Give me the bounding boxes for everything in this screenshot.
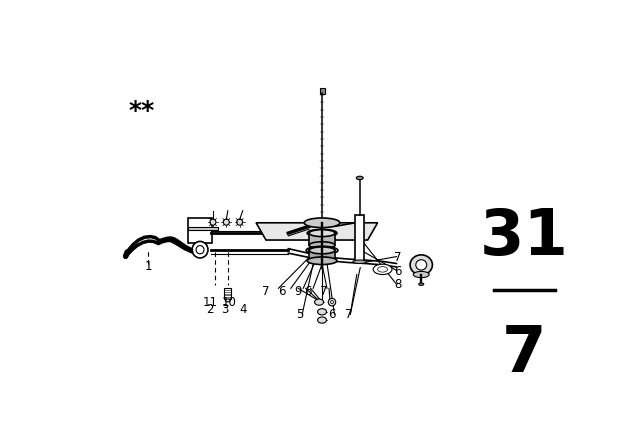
Text: 7: 7 xyxy=(262,285,269,298)
Bar xyxy=(309,250,335,261)
Text: 10: 10 xyxy=(221,296,236,309)
Text: 7: 7 xyxy=(345,308,353,321)
Ellipse shape xyxy=(309,247,335,254)
Ellipse shape xyxy=(223,219,229,225)
Ellipse shape xyxy=(225,299,230,302)
Ellipse shape xyxy=(317,309,326,315)
Bar xyxy=(319,88,324,95)
Text: **: ** xyxy=(129,99,155,123)
Ellipse shape xyxy=(307,257,337,264)
Text: 9: 9 xyxy=(294,285,302,298)
Text: 1: 1 xyxy=(145,260,152,273)
Ellipse shape xyxy=(328,298,336,306)
Ellipse shape xyxy=(373,264,392,275)
Text: 7: 7 xyxy=(502,323,546,385)
Ellipse shape xyxy=(304,218,340,228)
Text: 4: 4 xyxy=(239,302,246,315)
Text: 11: 11 xyxy=(202,296,218,309)
Text: 5: 5 xyxy=(296,308,304,321)
Ellipse shape xyxy=(309,230,335,237)
Ellipse shape xyxy=(356,176,364,180)
Bar xyxy=(225,289,231,299)
Ellipse shape xyxy=(307,229,337,237)
Text: 6: 6 xyxy=(305,285,312,298)
Text: 31: 31 xyxy=(479,206,568,267)
Text: 3: 3 xyxy=(221,302,228,315)
Bar xyxy=(188,218,212,243)
Ellipse shape xyxy=(237,219,243,225)
Ellipse shape xyxy=(210,219,216,225)
Bar xyxy=(355,215,364,262)
Text: 8: 8 xyxy=(394,278,401,291)
Text: 6: 6 xyxy=(278,285,286,298)
Text: 6: 6 xyxy=(394,265,401,278)
Text: 7: 7 xyxy=(320,285,328,298)
Ellipse shape xyxy=(317,317,326,323)
Text: 6: 6 xyxy=(328,308,336,321)
Ellipse shape xyxy=(192,241,208,258)
Bar xyxy=(309,233,335,245)
Polygon shape xyxy=(256,223,378,240)
Ellipse shape xyxy=(410,255,433,275)
Ellipse shape xyxy=(419,283,424,285)
Ellipse shape xyxy=(416,260,427,270)
Ellipse shape xyxy=(315,299,324,305)
Text: 2: 2 xyxy=(206,302,214,315)
Ellipse shape xyxy=(306,246,338,254)
Ellipse shape xyxy=(309,242,335,249)
Ellipse shape xyxy=(413,271,429,278)
Bar xyxy=(188,227,218,230)
Text: 7: 7 xyxy=(394,251,401,264)
Ellipse shape xyxy=(353,260,367,263)
